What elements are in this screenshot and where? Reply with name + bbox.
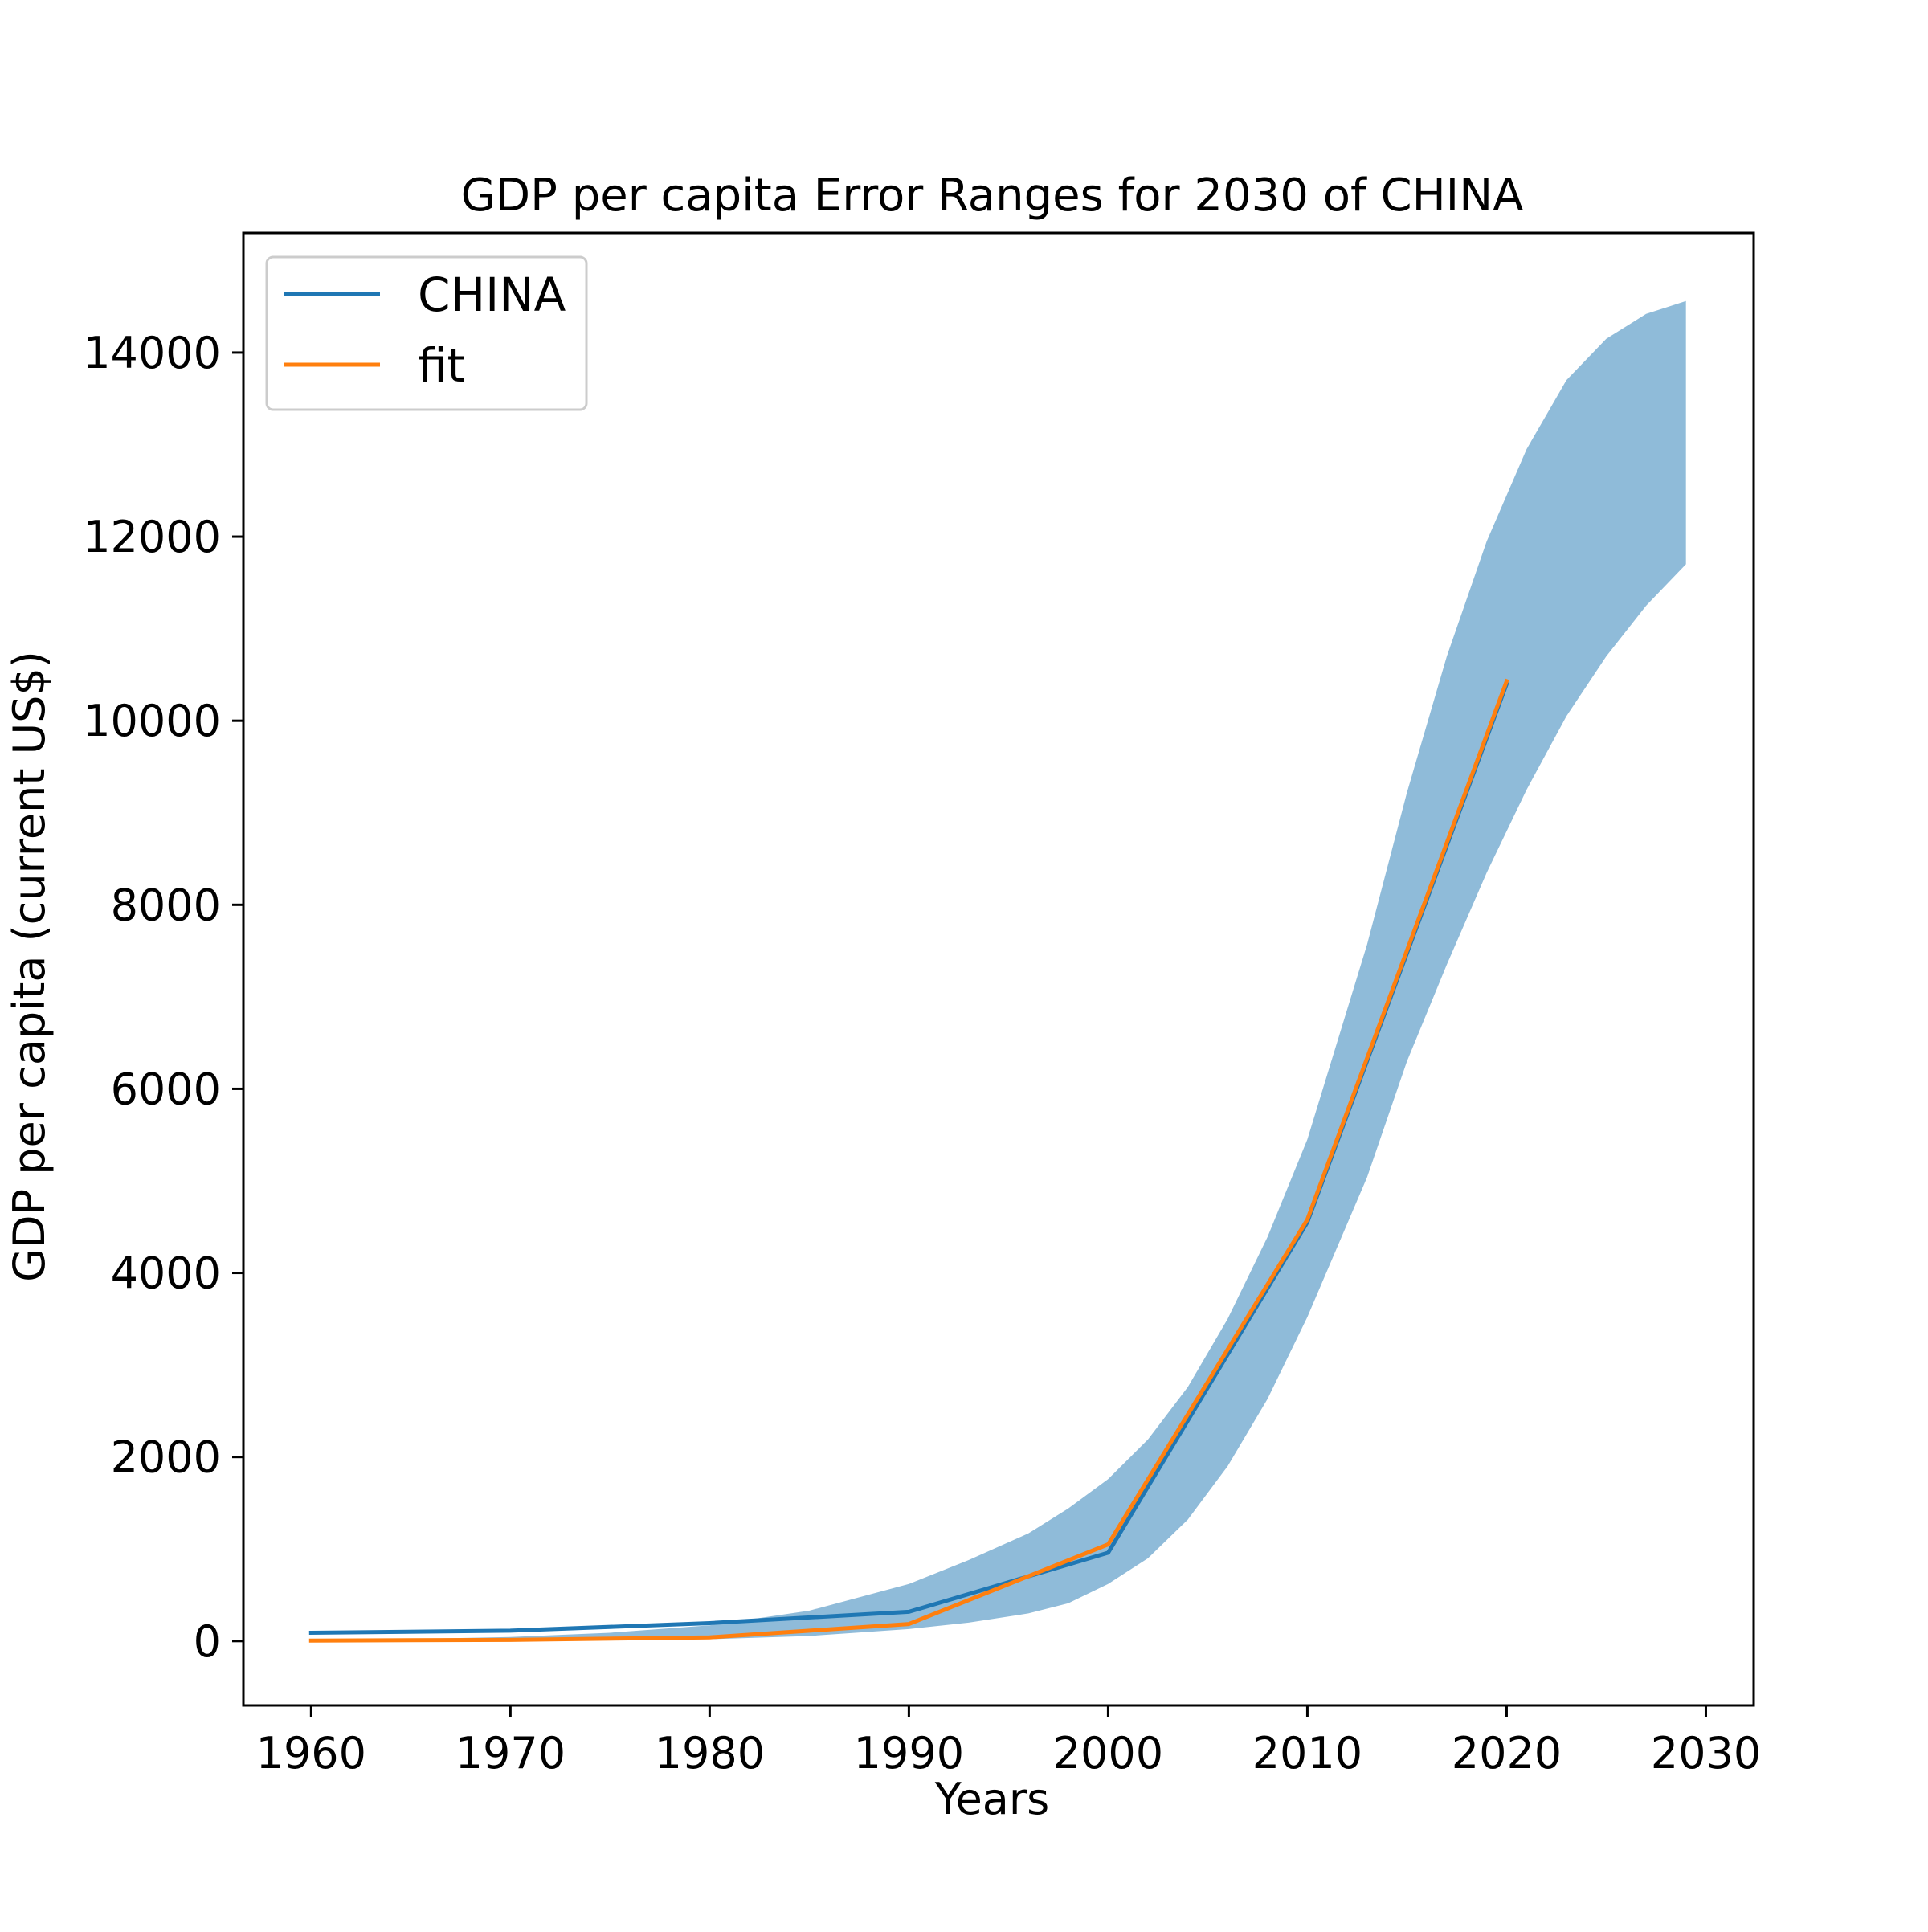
y-tick-label: 8000 bbox=[111, 880, 221, 930]
legend: CHINA fit bbox=[265, 255, 588, 411]
error-band bbox=[311, 300, 1686, 1641]
legend-china-label: CHINA bbox=[418, 268, 566, 322]
legend-fit-label: fit bbox=[418, 338, 465, 393]
y-tick-label: 0 bbox=[194, 1616, 221, 1667]
y-tick-label: 14000 bbox=[83, 328, 221, 378]
x-tick-label: 2020 bbox=[1452, 1728, 1562, 1779]
x-tick-label: 2000 bbox=[1053, 1728, 1163, 1779]
y-tick-label: 12000 bbox=[83, 512, 221, 562]
plot-layer: 1960 1970 1980 1990 2000 2010 2020 2030 0 2000 400… bbox=[83, 231, 1761, 1779]
x-tick-label: 2030 bbox=[1651, 1728, 1761, 1779]
x-tick-label: 1990 bbox=[854, 1728, 964, 1779]
y-tick-label: 10000 bbox=[83, 696, 221, 746]
axes-frame bbox=[242, 231, 1755, 1707]
series-line-fit bbox=[308, 678, 1509, 1643]
x-axis-label: Years bbox=[934, 1774, 1049, 1824]
x-tick-label: 1970 bbox=[455, 1728, 566, 1779]
x-tick-label: 1960 bbox=[256, 1728, 366, 1779]
x-tick-label: 2010 bbox=[1252, 1728, 1362, 1779]
y-tick-label: 2000 bbox=[111, 1432, 221, 1483]
y-tick-label: 4000 bbox=[111, 1248, 221, 1299]
y-axis-label: GDP per capita (current US$) bbox=[4, 651, 55, 1282]
y-tick-label: 6000 bbox=[111, 1064, 221, 1114]
x-tick-label: 1980 bbox=[655, 1728, 765, 1779]
chart-title: GDP per capita Error Ranges for 2030 of … bbox=[461, 170, 1524, 222]
